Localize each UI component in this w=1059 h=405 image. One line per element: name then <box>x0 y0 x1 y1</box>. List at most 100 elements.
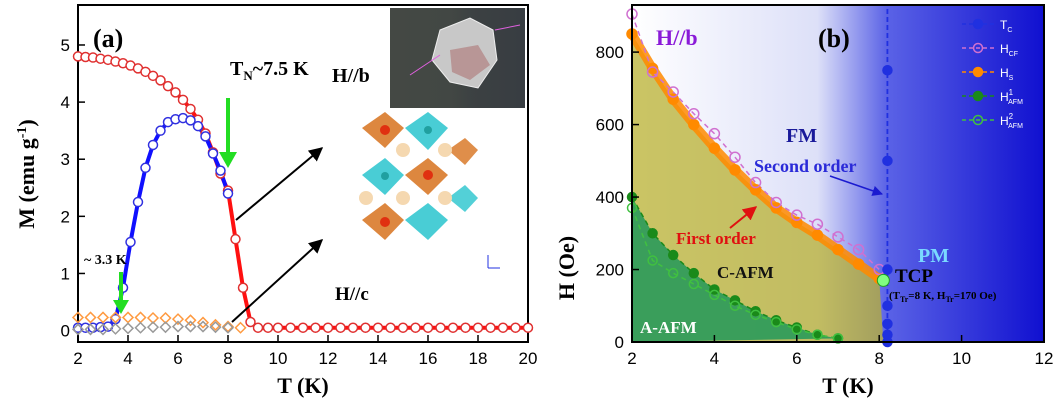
point-Hcf <box>729 151 741 163</box>
hb-label: H//b <box>332 65 370 87</box>
point-Hcf <box>832 231 844 243</box>
point-Tc <box>882 318 893 330</box>
panel-a-label: (a) <box>93 24 123 53</box>
point-hb-fc <box>347 322 359 333</box>
point-hb-zfc <box>155 125 166 136</box>
panel-a-xtick-label: 10 <box>269 349 288 368</box>
point-hc-fc <box>84 311 97 324</box>
point-hb-fc <box>360 322 371 333</box>
point-Hcf <box>852 243 865 256</box>
panel-b-xtick-label: 10 <box>952 349 971 368</box>
hb-pointer-arrow <box>235 147 324 221</box>
point-Tc <box>882 155 893 167</box>
panel-b-ytick-label: 400 <box>596 188 624 207</box>
legend-label: H1 AFM <box>1000 88 1023 106</box>
legend-label: HS <box>1000 66 1014 82</box>
panel-b-xlabel: T (K) <box>822 373 874 398</box>
point-hb-fc <box>297 322 309 333</box>
point-hb-zfc <box>125 236 136 248</box>
panel-a-ytick-label: 5 <box>61 36 70 55</box>
hb-direction-label: H//b <box>656 25 698 50</box>
point-hb-fc <box>322 322 334 333</box>
point-hb-fc <box>230 233 241 245</box>
point-hb-zfc <box>192 120 204 132</box>
tcp-detail: (TTr=8 K, HTr=170 Oe) <box>889 290 997 304</box>
point-hb-fc <box>447 322 459 333</box>
point-hb-zfc <box>215 165 226 176</box>
legend-label: H2 AFM <box>1000 112 1023 130</box>
point-Hafm1 <box>688 267 700 279</box>
point-hc-fc <box>196 316 210 329</box>
point-hb-fc <box>460 322 471 333</box>
point-hb-fc <box>147 70 159 82</box>
point-hc-zfc <box>171 320 185 333</box>
point-hc-zfc <box>159 321 172 334</box>
point-Hafm2 <box>667 267 679 279</box>
point-hb-fc <box>177 94 189 106</box>
point-Hs <box>811 229 824 241</box>
point-Hafm1 <box>750 305 761 317</box>
point-hb-fc <box>245 316 256 328</box>
point-hc-fc <box>71 311 85 324</box>
panel-a-ytick-label: 0 <box>61 322 70 341</box>
point-hc-zfc <box>209 321 222 334</box>
phase-regions <box>632 33 884 342</box>
aafm-region-label: A-AFM <box>640 318 697 337</box>
panel-b-label: (b) <box>818 24 850 53</box>
point-Hafm1 <box>647 228 658 239</box>
point-Hcf <box>667 86 679 98</box>
first-order-label: First order <box>676 229 756 248</box>
fm-region-label: FM <box>786 125 817 147</box>
crystal-photo <box>390 8 525 108</box>
panel-a-xlabel: T (K) <box>277 373 329 398</box>
point-hc-zfc <box>221 321 235 334</box>
point-hb-fc <box>335 322 346 333</box>
point-hb-zfc <box>140 162 151 174</box>
point-Hafm2 <box>791 324 803 335</box>
point-hb-fc <box>237 282 249 293</box>
point-hb-fc <box>162 80 174 92</box>
legend-marker <box>972 18 984 30</box>
point-hb-fc <box>170 87 181 98</box>
second-order-label: Second order <box>754 156 857 176</box>
panel-b-xtick-label: 6 <box>792 349 801 368</box>
point-Hcf <box>770 196 782 209</box>
point-hc-zfc <box>84 323 97 336</box>
point-hc-zfc <box>109 322 122 335</box>
point-Hcf <box>811 218 824 230</box>
point-hb-fc <box>185 103 196 115</box>
panel-b-axes: 2 4 6 8 10 12 0 200 400 600 800 <box>596 43 1054 368</box>
point-hb-fc <box>497 322 509 333</box>
legend-label: TC <box>1000 18 1012 34</box>
point-hb-fc <box>272 322 284 333</box>
point-hb-fc <box>510 322 521 333</box>
aafm-region-fill <box>632 197 838 342</box>
point-Hafm2 <box>709 289 720 301</box>
panel-b-xtick-label: 4 <box>710 349 719 368</box>
legend-marker <box>972 90 984 102</box>
point-hb-zfc <box>200 131 211 142</box>
point-hc-fc <box>171 313 185 326</box>
point-hc-zfc <box>184 320 197 333</box>
point-Hafm1 <box>729 295 741 306</box>
point-hb-fc <box>522 322 534 333</box>
point-hc-zfc <box>134 321 147 334</box>
panel-b-xtick-label: 2 <box>627 349 636 368</box>
panel-a-xtick-label: 8 <box>223 349 232 368</box>
point-Hafm2 <box>688 278 700 290</box>
point-hc-zfc <box>96 323 110 336</box>
series-line-Hcf <box>631 13 880 271</box>
point-Hs <box>729 164 741 176</box>
pm-region-label: PM <box>918 245 949 267</box>
point-Hcf <box>791 209 803 221</box>
point-hb-fc <box>422 322 434 333</box>
panel-b-data <box>626 5 893 348</box>
point-Hafm2 <box>812 329 823 341</box>
panel-b-xtick-label: 8 <box>874 349 883 368</box>
point-Hs <box>708 142 721 154</box>
panel-b-frame <box>631 4 1045 343</box>
panel-b-ytick-label: 0 <box>615 333 624 352</box>
point-Hcf <box>646 66 659 78</box>
legend-marker <box>972 66 984 78</box>
point-hb-fc <box>252 322 264 333</box>
